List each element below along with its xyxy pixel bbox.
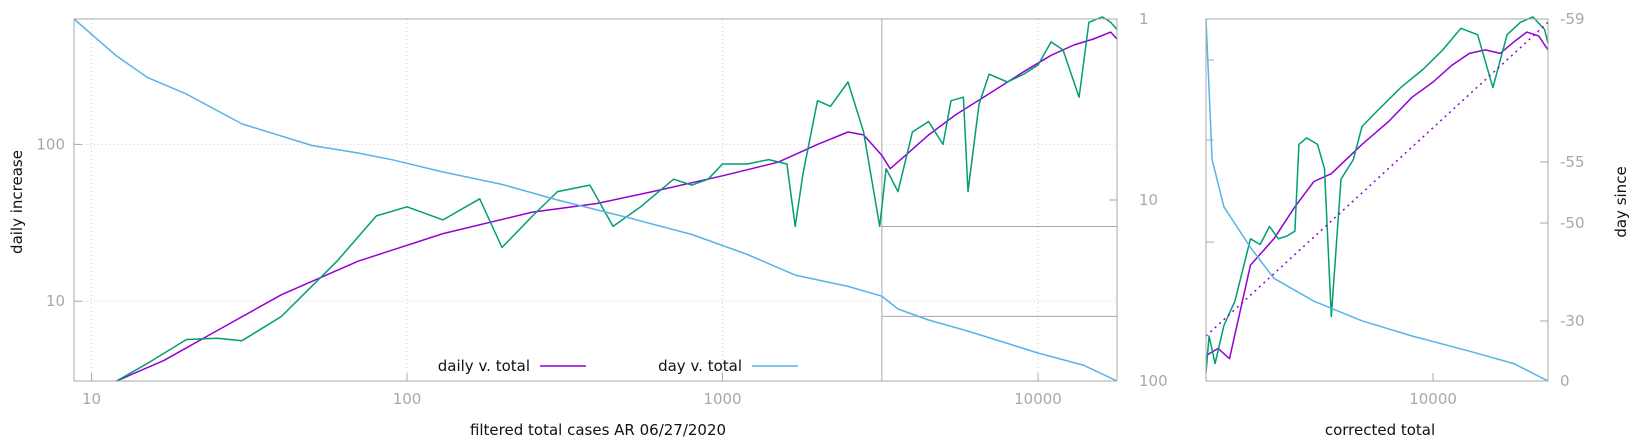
x-tick-label-right: 10000 xyxy=(1409,390,1457,408)
y2-tick-label-left: 10 xyxy=(1139,191,1158,209)
ticks: 10 100 1000 10000 10 100 1 10 100 10000 -59 -55 -50 -… xyxy=(36,10,1584,408)
y-tick-label-left: 100 xyxy=(36,135,65,153)
x-tick-label-left: 10000 xyxy=(1014,390,1062,408)
y2-axis-title-right: day since xyxy=(1612,166,1630,237)
series-day-right xyxy=(1205,18,1549,382)
x-tick-label-left: 10 xyxy=(82,390,101,408)
plot-frame-right xyxy=(1205,18,1549,382)
legend-label-daily: daily v. total xyxy=(438,357,530,375)
grid-layer xyxy=(74,19,1117,381)
x-axis-title-left: filtered total cases AR 06/27/2020 xyxy=(470,421,726,439)
x-tick-label-left: 1000 xyxy=(703,390,741,408)
legend-label-day: day v. total xyxy=(658,357,742,375)
y-tick-label-left: 10 xyxy=(46,292,65,310)
x-axis-title-right: corrected total xyxy=(1325,421,1435,439)
y2-tick-label-right: -50 xyxy=(1560,214,1585,232)
y2-tick-label-right: -55 xyxy=(1560,153,1585,171)
y2-tick-label-left: 1 xyxy=(1139,10,1149,28)
x-tick-label-left: 100 xyxy=(393,390,422,408)
series-layer xyxy=(73,16,1549,382)
series-daily-fit-left xyxy=(116,31,1118,382)
y2-tick-label-right: 0 xyxy=(1560,372,1570,390)
reference-lines xyxy=(881,19,1117,381)
series-daily-raw-right xyxy=(1205,16,1549,373)
series-trend-right xyxy=(1205,21,1549,337)
series-daily-fit-right xyxy=(1205,31,1549,360)
legend: daily v. total day v. total xyxy=(438,357,798,375)
y2-tick-label-right: -30 xyxy=(1560,312,1585,330)
y-axis-title-left: daily increase xyxy=(8,150,26,254)
series-day-left xyxy=(73,18,1118,382)
plot-frame-left xyxy=(73,18,1118,382)
series-daily-raw-left xyxy=(116,16,1118,382)
y2-tick-label-right: -59 xyxy=(1560,10,1585,28)
frames xyxy=(73,18,1549,382)
y2-tick-label-left: 100 xyxy=(1139,372,1168,390)
